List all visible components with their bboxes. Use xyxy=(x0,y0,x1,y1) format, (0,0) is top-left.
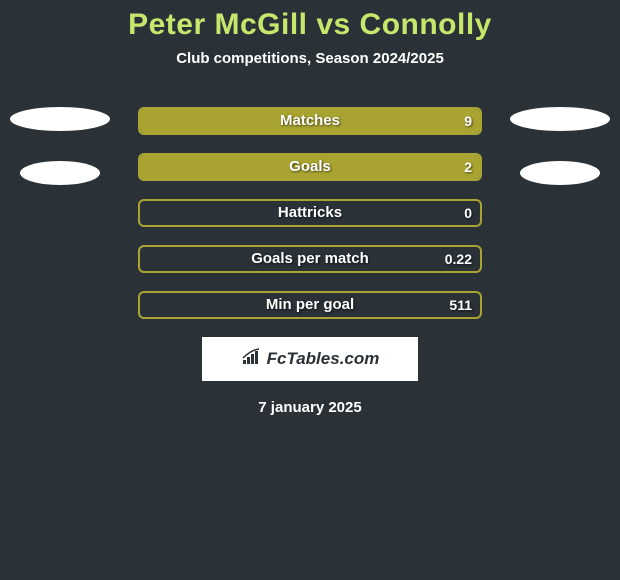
ellipse-marker xyxy=(510,107,610,131)
chart-icon xyxy=(241,348,263,371)
bar-value: 2 xyxy=(464,155,472,179)
bar-value: 9 xyxy=(464,109,472,133)
right-player-markers xyxy=(510,107,610,215)
bar-value: 0 xyxy=(464,201,472,225)
stat-bars: Matches9Goals2Hattricks0Goals per match0… xyxy=(138,107,482,319)
comparison-card: Peter McGill vs Connolly Club competitio… xyxy=(0,0,620,416)
brand-logo: FcTables.com xyxy=(202,337,418,381)
bar-label: Goals xyxy=(140,155,480,179)
left-player-markers xyxy=(10,107,110,215)
bar-value: 0.22 xyxy=(445,247,472,271)
bar-label: Goals per match xyxy=(140,247,480,271)
bar-label: Hattricks xyxy=(140,201,480,225)
bar-value: 511 xyxy=(449,293,472,317)
stat-bar: Matches9 xyxy=(138,107,482,135)
subtitle: Club competitions, Season 2024/2025 xyxy=(0,50,620,67)
bar-label: Matches xyxy=(140,109,480,133)
stat-bar: Hattricks0 xyxy=(138,199,482,227)
page-title: Peter McGill vs Connolly xyxy=(0,8,620,42)
ellipse-marker xyxy=(20,161,100,185)
stat-bar: Min per goal511 xyxy=(138,291,482,319)
stat-bar: Goals per match0.22 xyxy=(138,245,482,273)
ellipse-marker xyxy=(10,107,110,131)
ellipse-marker xyxy=(520,161,600,185)
logo-text: FcTables.com xyxy=(241,348,380,371)
bar-label: Min per goal xyxy=(140,293,480,317)
stats-area: Matches9Goals2Hattricks0Goals per match0… xyxy=(0,107,620,319)
stat-bar: Goals2 xyxy=(138,153,482,181)
logo-label: FcTables.com xyxy=(267,349,380,369)
date-label: 7 january 2025 xyxy=(0,399,620,416)
